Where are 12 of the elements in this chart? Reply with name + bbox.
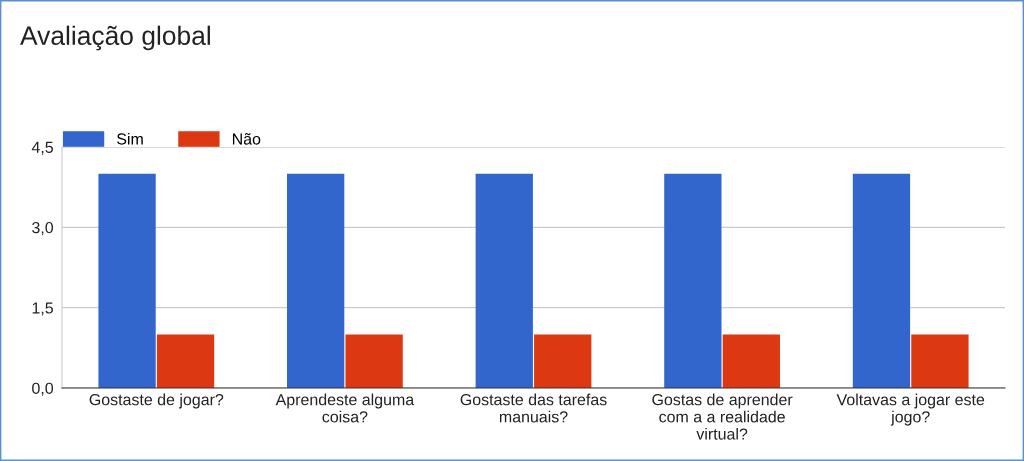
y-tick-label: 1,5 <box>32 302 53 316</box>
x-tick-label: Gostas de aprender com a a realidade virtual? <box>652 393 793 440</box>
x-tick-label: Gostaste de jogar? <box>89 393 224 409</box>
x-tick-label: Voltavas a jogar este jogo? <box>836 393 985 426</box>
y-tick-label: 0,0 <box>32 382 54 396</box>
y-tick-label: 3,0 <box>32 221 54 236</box>
chart-title: Avaliação global <box>20 25 210 51</box>
y-tick-label: 4,5 <box>31 141 53 155</box>
x-tick-label: Aprendeste alguma coisa? <box>275 393 415 423</box>
legend-label: Não <box>232 133 261 145</box>
x-tick-label: Gostaste das tarefas manuais? <box>460 393 607 423</box>
legend-label: Sim <box>117 132 143 145</box>
